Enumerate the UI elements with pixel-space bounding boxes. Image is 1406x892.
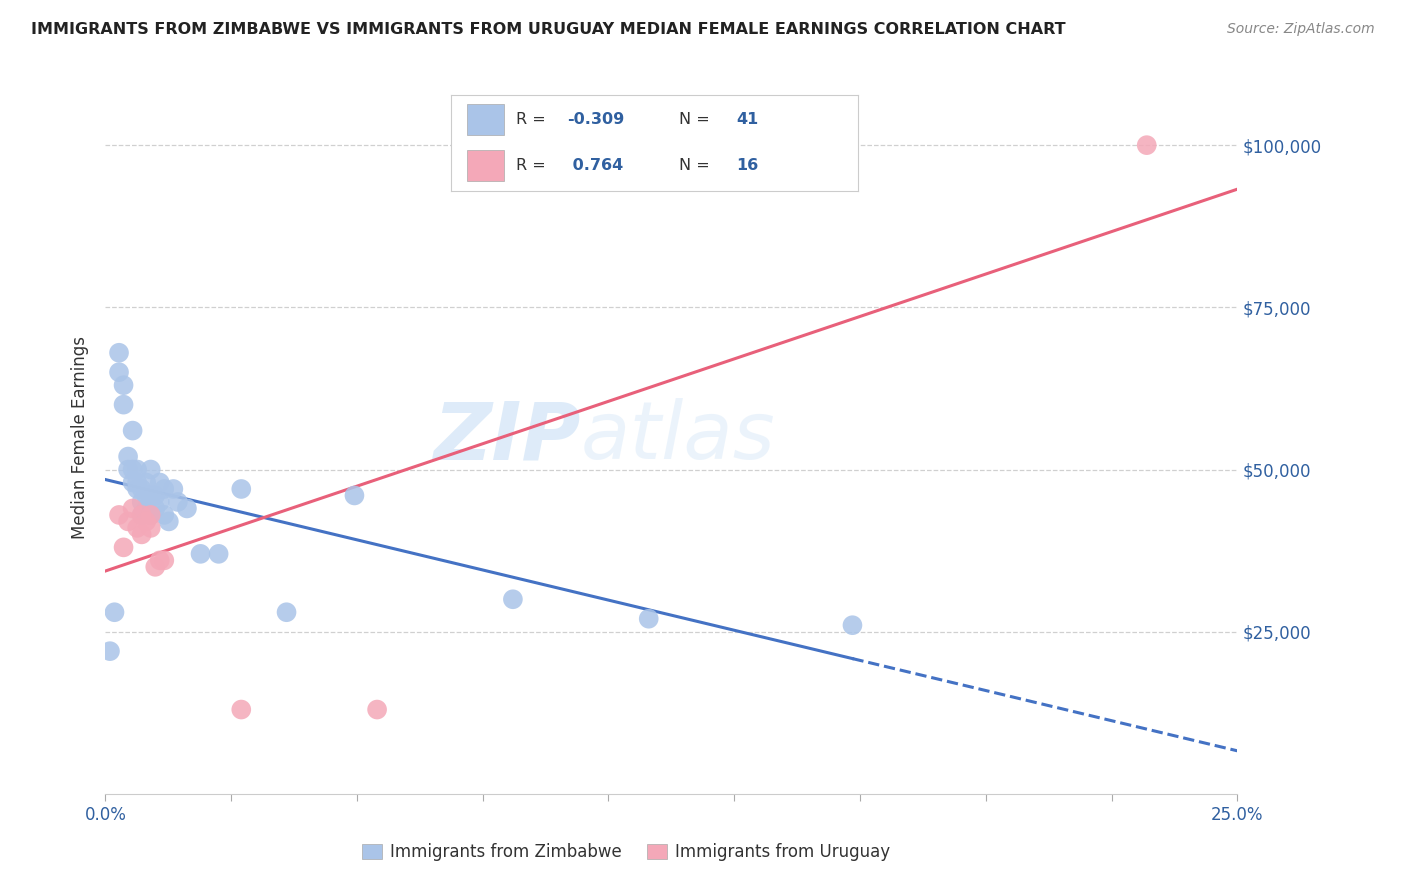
Legend: Immigrants from Zimbabwe, Immigrants from Uruguay: Immigrants from Zimbabwe, Immigrants fro… (356, 837, 897, 868)
Point (121, 462, 143, 476)
Point (131, 508, 153, 522)
Point (139, 508, 162, 522)
Point (139, 488, 162, 502)
Point (117, 450, 139, 464)
Point (131, 495, 153, 509)
Point (276, 605, 298, 619)
Point (131, 527, 153, 541)
Point (637, 612, 659, 626)
Point (153, 482, 176, 496)
Point (121, 501, 143, 516)
Point (208, 547, 231, 561)
Point (162, 482, 184, 496)
Point (127, 521, 149, 535)
Point (135, 475, 157, 490)
Point (135, 515, 157, 529)
Point (108, 365, 131, 379)
Point (121, 475, 143, 490)
Point (1136, 138, 1159, 153)
Point (343, 488, 366, 502)
Text: atlas: atlas (581, 398, 776, 476)
Point (131, 482, 153, 496)
Point (153, 508, 176, 522)
Point (127, 462, 149, 476)
Point (98, 644, 121, 658)
Point (190, 547, 212, 561)
Text: Source: ZipAtlas.com: Source: ZipAtlas.com (1227, 22, 1375, 37)
Point (231, 482, 253, 496)
Point (135, 501, 157, 516)
Point (127, 482, 149, 496)
Point (103, 605, 125, 619)
Text: ZIP: ZIP (433, 398, 581, 476)
Point (139, 508, 162, 522)
Point (366, 702, 388, 716)
Point (231, 702, 253, 716)
Point (502, 592, 524, 607)
Point (149, 475, 172, 490)
Point (112, 378, 135, 392)
Point (143, 501, 166, 516)
Point (149, 553, 172, 567)
Point (153, 553, 176, 567)
Point (112, 541, 135, 555)
Point (143, 488, 166, 502)
Point (167, 495, 190, 509)
Point (108, 508, 131, 522)
Point (112, 398, 135, 412)
Point (139, 521, 162, 535)
Point (117, 515, 139, 529)
Text: IMMIGRANTS FROM ZIMBABWE VS IMMIGRANTS FROM URUGUAY MEDIAN FEMALE EARNINGS CORRE: IMMIGRANTS FROM ZIMBABWE VS IMMIGRANTS F… (31, 22, 1066, 37)
Point (131, 508, 153, 522)
Point (143, 559, 166, 574)
Point (127, 475, 149, 490)
Point (157, 515, 180, 529)
Y-axis label: Median Female Earnings: Median Female Earnings (72, 335, 90, 539)
Point (841, 618, 863, 632)
Point (149, 495, 172, 509)
Point (176, 501, 198, 516)
Point (121, 424, 143, 438)
Point (117, 462, 139, 476)
Point (108, 345, 131, 359)
Point (139, 462, 162, 476)
Point (135, 488, 157, 502)
